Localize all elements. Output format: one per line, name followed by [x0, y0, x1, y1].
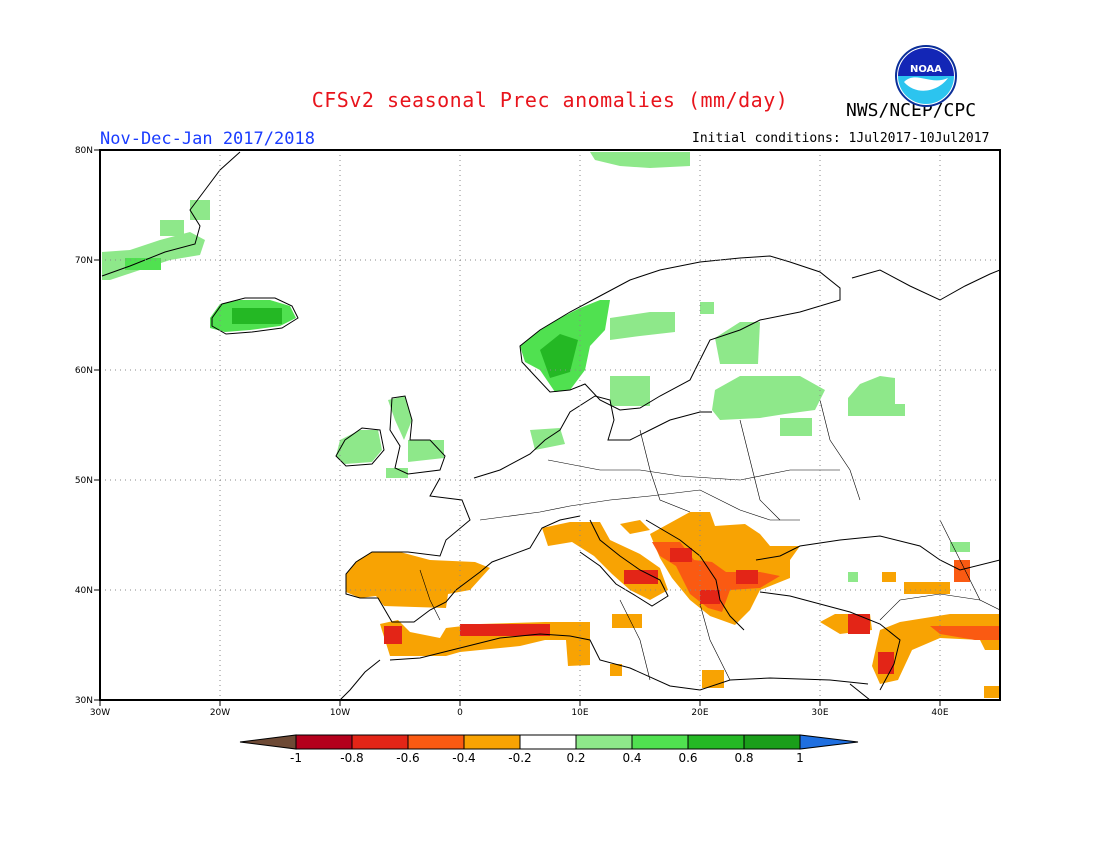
- colorbar-label: 0.2: [566, 751, 585, 765]
- colorbar-label: 0.4: [622, 751, 641, 765]
- colorbar-label: 0.8: [734, 751, 753, 765]
- lat-lon-grid: [100, 150, 1000, 700]
- colorbar-segment: [295, 734, 353, 750]
- colorbar-right-arrow: [799, 734, 859, 750]
- latitude-axis: 80N 70N 60N 50N 40N 30N: [75, 146, 100, 706]
- north-africa-core: [384, 624, 550, 644]
- noaa-logo: NOAA: [895, 45, 957, 107]
- agency-label: NWS/NCEP/CPC: [846, 100, 977, 121]
- colorbar-segment: [575, 734, 633, 750]
- longitude-axis: 30W 20W 10W 0 10E 20E 30E 40E: [90, 700, 949, 718]
- lat-tick-label: 50N: [75, 476, 93, 486]
- map-frame: [99, 149, 1001, 701]
- colorbar-label: -0.2: [508, 751, 531, 765]
- coastlines: [101, 151, 1000, 700]
- italy: [542, 520, 668, 600]
- colorbar-label: -0.4: [452, 751, 475, 765]
- colorbar-segment: [463, 734, 521, 750]
- iberia: [346, 552, 490, 608]
- lat-tick-label: 80N: [75, 146, 93, 156]
- north-africa: [380, 614, 724, 688]
- colorbar-label: -0.6: [396, 751, 419, 765]
- colorbar-label: -1: [290, 751, 302, 765]
- lat-tick-label: 70N: [75, 256, 93, 266]
- lat-tick-label: 40N: [75, 586, 93, 596]
- svalbard: [590, 152, 690, 168]
- colorbar: -1 -0.8 -0.6 -0.4 -0.2 0.2 0.4 0.6 0.8 1: [239, 734, 859, 765]
- baltic-russia: [712, 376, 905, 436]
- colorbar-label: 1: [796, 751, 804, 765]
- lon-tick-label: 40E: [931, 708, 948, 718]
- lon-tick-label: 30E: [811, 708, 828, 718]
- noaa-logo-text: NOAA: [910, 64, 942, 75]
- colorbar-segment: [631, 734, 689, 750]
- initial-conditions: Initial conditions: 1Jul2017-10Jul2017: [692, 131, 990, 146]
- lon-tick-label: 20E: [691, 708, 708, 718]
- lon-tick-label: 0: [457, 708, 463, 718]
- colorbar-label: -0.8: [340, 751, 363, 765]
- middle-east: [820, 542, 1000, 698]
- lat-tick-label: 30N: [75, 696, 93, 706]
- colorbar-segment: [407, 734, 465, 750]
- scandinavia-interior: [610, 302, 760, 406]
- ireland-uk: [336, 396, 565, 478]
- colorbar-segment: [743, 734, 801, 750]
- colorbar-label: 0.6: [678, 751, 697, 765]
- norway-west-coast: [520, 300, 610, 392]
- iceland-core: [232, 308, 282, 324]
- lon-tick-label: 20W: [210, 708, 230, 718]
- lon-tick-label: 10W: [330, 708, 350, 718]
- forecast-period: Nov-Dec-Jan 2017/2018: [100, 129, 315, 149]
- colorbar-left-arrow: [239, 734, 297, 750]
- greenland-east-coast-strong: [125, 258, 161, 270]
- map-title: CFSv2 seasonal Prec anomalies (mm/day): [311, 88, 789, 112]
- colorbar-segment: [351, 734, 409, 750]
- lon-tick-label: 10E: [571, 708, 588, 718]
- balkans-greece: [624, 512, 800, 625]
- colorbar-segment: [687, 734, 745, 750]
- country-borders: [419, 399, 1000, 681]
- lat-tick-label: 60N: [75, 366, 93, 376]
- lon-tick-label: 30W: [90, 708, 110, 718]
- colorbar-segment: [519, 734, 577, 750]
